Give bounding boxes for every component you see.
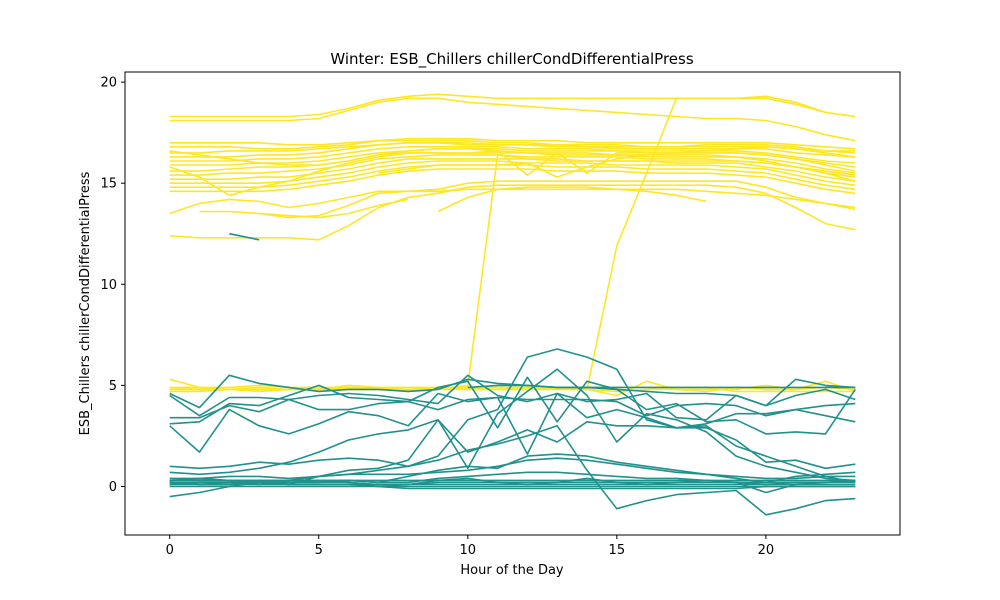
series-line-high-3 (169, 137, 856, 150)
series-line-high-4 (169, 139, 856, 154)
series-line-low-33 (169, 392, 856, 455)
y-axis: 0 5 10 15 20 (100, 76, 125, 495)
y-tick-label: 20 (100, 76, 117, 91)
x-axis-label: Hour of the Day (460, 563, 564, 578)
y-axis-label: ESB_Chillers chillerCondDifferentialPres… (78, 171, 93, 435)
series-line-high-16 (169, 150, 856, 197)
x-tick-label: 20 (758, 543, 775, 558)
series-line-low-31 (169, 396, 856, 419)
series-line-high-13 (169, 164, 856, 191)
x-tick-label: 15 (609, 543, 626, 558)
x-tick-label: 10 (460, 543, 477, 558)
x-axis: 0 5 10 15 20 (166, 535, 775, 558)
series-line-high-19 (259, 198, 409, 219)
y-tick-label: 15 (100, 177, 117, 192)
y-tick-label: 0 (109, 480, 117, 495)
series-line-high-7 (169, 146, 856, 164)
x-tick-label: 0 (166, 543, 174, 558)
chart-title: Winter: ESB_Chillers chillerCondDifferen… (330, 50, 694, 69)
y-tick-label: 5 (109, 379, 117, 394)
x-tick-label: 5 (315, 543, 323, 558)
plot-frame (124, 71, 901, 536)
series-line-high-2 (169, 97, 856, 142)
series-line-low-35 (169, 368, 856, 482)
series-line-high-22 (378, 154, 856, 182)
series-line-high-26 (169, 380, 856, 397)
series-line-high-14 (169, 168, 856, 195)
series-line-low-44 (169, 483, 856, 490)
series-line-high-20 (437, 186, 707, 213)
series-line-high-11 (169, 158, 856, 182)
series-line-high-17 (169, 188, 856, 215)
series-line-high-21 (169, 184, 856, 241)
y-tick-label: 10 (100, 278, 117, 293)
series-layer (169, 93, 856, 516)
series-line-high-15 (169, 146, 856, 166)
series-line-low-39 (169, 457, 856, 480)
series-line-low-45 (169, 481, 856, 486)
